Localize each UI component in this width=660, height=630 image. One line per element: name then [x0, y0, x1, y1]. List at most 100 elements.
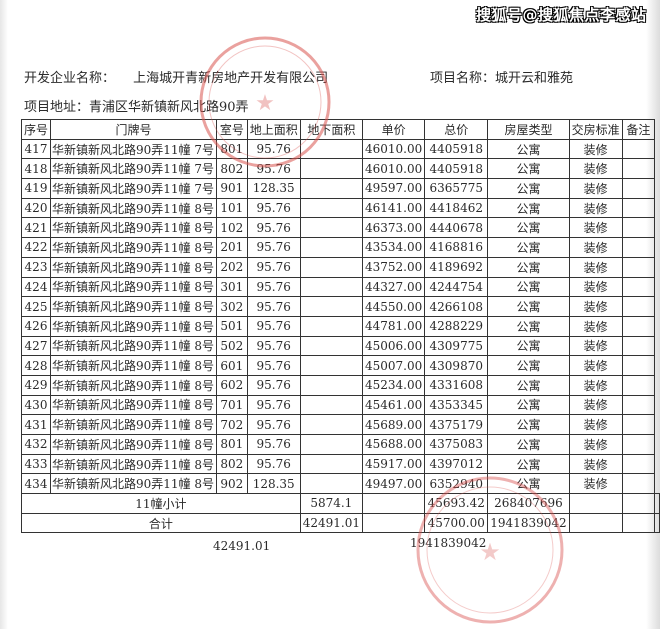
table-cell: [621, 493, 656, 514]
table-cell: [621, 374, 656, 396]
project-label: 项目名称：: [430, 71, 496, 86]
table-cell: [621, 138, 656, 160]
address-line: 项目地址：青浦区华新镇新风北路90弄: [24, 96, 249, 115]
table-cell: [299, 197, 363, 219]
table-cell: 46010.00: [361, 158, 426, 180]
table-cell: 6352940: [424, 473, 489, 495]
table-cell: 装修: [568, 256, 623, 278]
table-cell: [621, 158, 656, 180]
table-cell: 华新镇新风北路90弄11幢 8号: [50, 355, 218, 376]
table-cell: 431: [20, 414, 52, 435]
table-cell: [299, 158, 363, 180]
table-cell: [621, 197, 656, 219]
table-cell: 4375083: [424, 434, 489, 455]
table-cell: 427: [20, 335, 52, 357]
table-cell: [621, 296, 656, 317]
watermark: 搜狐号@搜狐焦点李感站: [476, 6, 647, 24]
table-cell: 4418462: [424, 197, 489, 219]
address-value: 青浦区华新镇新风北路90弄: [89, 100, 249, 115]
table-cell: 4189692: [424, 256, 489, 278]
table-cell: 4440678: [424, 217, 489, 239]
table-cell: 装修: [568, 178, 623, 199]
table-cell: [299, 453, 363, 475]
table-cell: [299, 296, 363, 317]
table-cell: 4244754: [424, 276, 489, 298]
table-cell: 4309775: [424, 335, 489, 357]
table-cell: [621, 453, 656, 475]
table-cell: 602: [216, 374, 248, 396]
table-cell: 装修: [568, 453, 623, 475]
table-cell: [299, 394, 363, 416]
table-cell: 430: [20, 394, 52, 416]
table-cell: [361, 512, 426, 534]
table-cell: 102: [216, 217, 248, 239]
table-cell: 4288229: [424, 315, 489, 337]
table-cell: 45461.00: [361, 394, 426, 416]
table-row: 421 华新镇新风北路90弄11幢 8号 102 95.76 46373.00 44406…: [20, 217, 660, 239]
table-cell: 201: [216, 237, 248, 258]
svg-text:★: ★: [255, 91, 275, 116]
table-cell: 公寓: [487, 178, 570, 199]
table-row: 423 华新镇新风北路90弄11幢 8号 202 95.76 43752.00 41896…: [20, 256, 660, 278]
grand-total-row: 合计 42491.01 45700.00 1941839042: [21, 512, 660, 534]
table-cell: 422: [20, 237, 52, 258]
table-cell: 95.76: [246, 434, 301, 455]
table-cell: 901: [216, 178, 248, 199]
table-cell: [299, 473, 363, 495]
table-cell: 702: [216, 414, 248, 435]
table-cell: 华新镇新风北路90弄11幢 8号: [50, 374, 218, 396]
table-cell: 45917.00: [361, 453, 426, 475]
table-cell: [621, 276, 656, 298]
table-row: 428 华新镇新风北路90弄11幢 8号 601 95.76 45007.00 43098…: [20, 355, 660, 376]
table-cell: 44550.00: [361, 296, 426, 317]
column-header: 门牌号: [50, 119, 218, 140]
table-cell: 华新镇新风北路90弄11幢 8号: [50, 296, 218, 317]
table-cell: 装修: [568, 414, 623, 435]
table-cell: [299, 434, 363, 455]
table-cell: 公寓: [487, 158, 570, 180]
table-cell: 45006.00: [361, 335, 426, 357]
table-cell: 45688.00: [361, 434, 426, 455]
column-header: 单价: [361, 119, 426, 140]
table-cell: 装修: [568, 296, 623, 317]
table-cell: 装修: [568, 394, 623, 416]
table-cell: 423: [20, 256, 52, 278]
table-cell: 华新镇新风北路90弄11幢 8号: [50, 414, 218, 435]
table-cell: [621, 256, 656, 278]
table-cell: [299, 374, 363, 396]
table-cell: [621, 335, 656, 357]
column-header: 房屋类型: [487, 119, 570, 140]
subtotal-row: 11幢小计 5874.1 45693.42 268407696: [21, 493, 660, 514]
table-cell: 95.76: [246, 315, 301, 337]
table-cell: [299, 237, 363, 258]
developer-value: 上海城开青新房地产开发有限公司: [133, 71, 329, 86]
table-cell: 95.76: [246, 335, 301, 357]
table-cell: 装修: [568, 276, 623, 298]
table-row: 429 华新镇新风北路90弄11幢 8号 602 95.76 45234.00 43316…: [20, 374, 660, 396]
table-cell: 425: [20, 296, 52, 317]
column-header: 备注: [621, 119, 656, 140]
table-cell: 418: [20, 158, 52, 180]
table-cell: 公寓: [487, 197, 570, 219]
table-cell: 601: [216, 355, 248, 376]
developer-label: 开发企业名称：: [24, 71, 116, 86]
table-cell: 501: [216, 315, 248, 337]
table-cell: 429: [20, 374, 52, 396]
table-cell: 4375179: [424, 414, 489, 435]
table-row: 417 华新镇新风北路90弄11幢 7号 801 95.76 46010.00 44059…: [20, 138, 660, 160]
project-value: 城开云和雅苑: [495, 71, 574, 86]
developer-line: 开发企业名称： 上海城开青新房地产开发有限公司: [24, 67, 328, 86]
table-cell: 417: [20, 138, 52, 160]
table-cell: 公寓: [487, 473, 570, 495]
table-cell: 95.76: [246, 355, 301, 376]
table-cell: 95.76: [246, 256, 301, 278]
table-cell: 95.76: [246, 374, 301, 396]
table-row: 426 华新镇新风北路90弄11幢 8号 501 95.76 44781.00 42882…: [20, 315, 660, 337]
table-cell: 装修: [568, 217, 623, 239]
table-cell: 公寓: [487, 453, 570, 475]
table-cell: 4397012: [424, 453, 489, 475]
table-cell: 202: [216, 256, 248, 278]
table-cell: 装修: [568, 158, 623, 180]
table-cell: [654, 512, 660, 534]
footer-area: 42491.01: [213, 539, 271, 553]
